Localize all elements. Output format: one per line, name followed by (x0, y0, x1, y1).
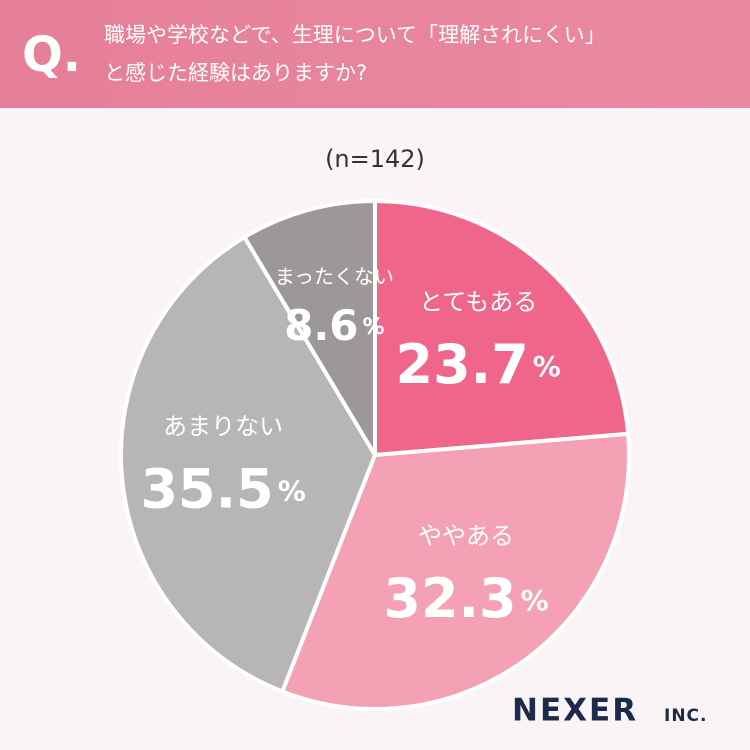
category-label: とてもある (419, 288, 537, 316)
pie-slice (373, 199, 631, 457)
value-label: 23.7% (396, 332, 561, 395)
subtitle: (n=142) (325, 145, 425, 173)
labels: とてもある 23.7 % ややある 32.3 % あまりない 35.5 % まったくない 8.6% (140, 265, 560, 630)
value-label: 8.6% (284, 301, 384, 350)
header (0, 0, 750, 108)
pie-slice (242, 199, 377, 457)
category-label: まったくない (275, 265, 394, 289)
category-label: ややある (418, 522, 514, 550)
brand-suffix: INC. (664, 706, 708, 726)
value-label: 35.5% (140, 457, 305, 520)
value-label: 32.3% (383, 567, 548, 630)
title-line: 職場や学校などで、生理について「理解されにくい」 (104, 23, 606, 47)
pie-slice (280, 431, 631, 711)
title-line: と感じた経験はありますか? (104, 61, 367, 85)
category-label: あまりない (163, 413, 283, 441)
pie (119, 199, 631, 711)
question-mark: Q. (22, 27, 81, 83)
brand: NEXER (512, 693, 638, 729)
